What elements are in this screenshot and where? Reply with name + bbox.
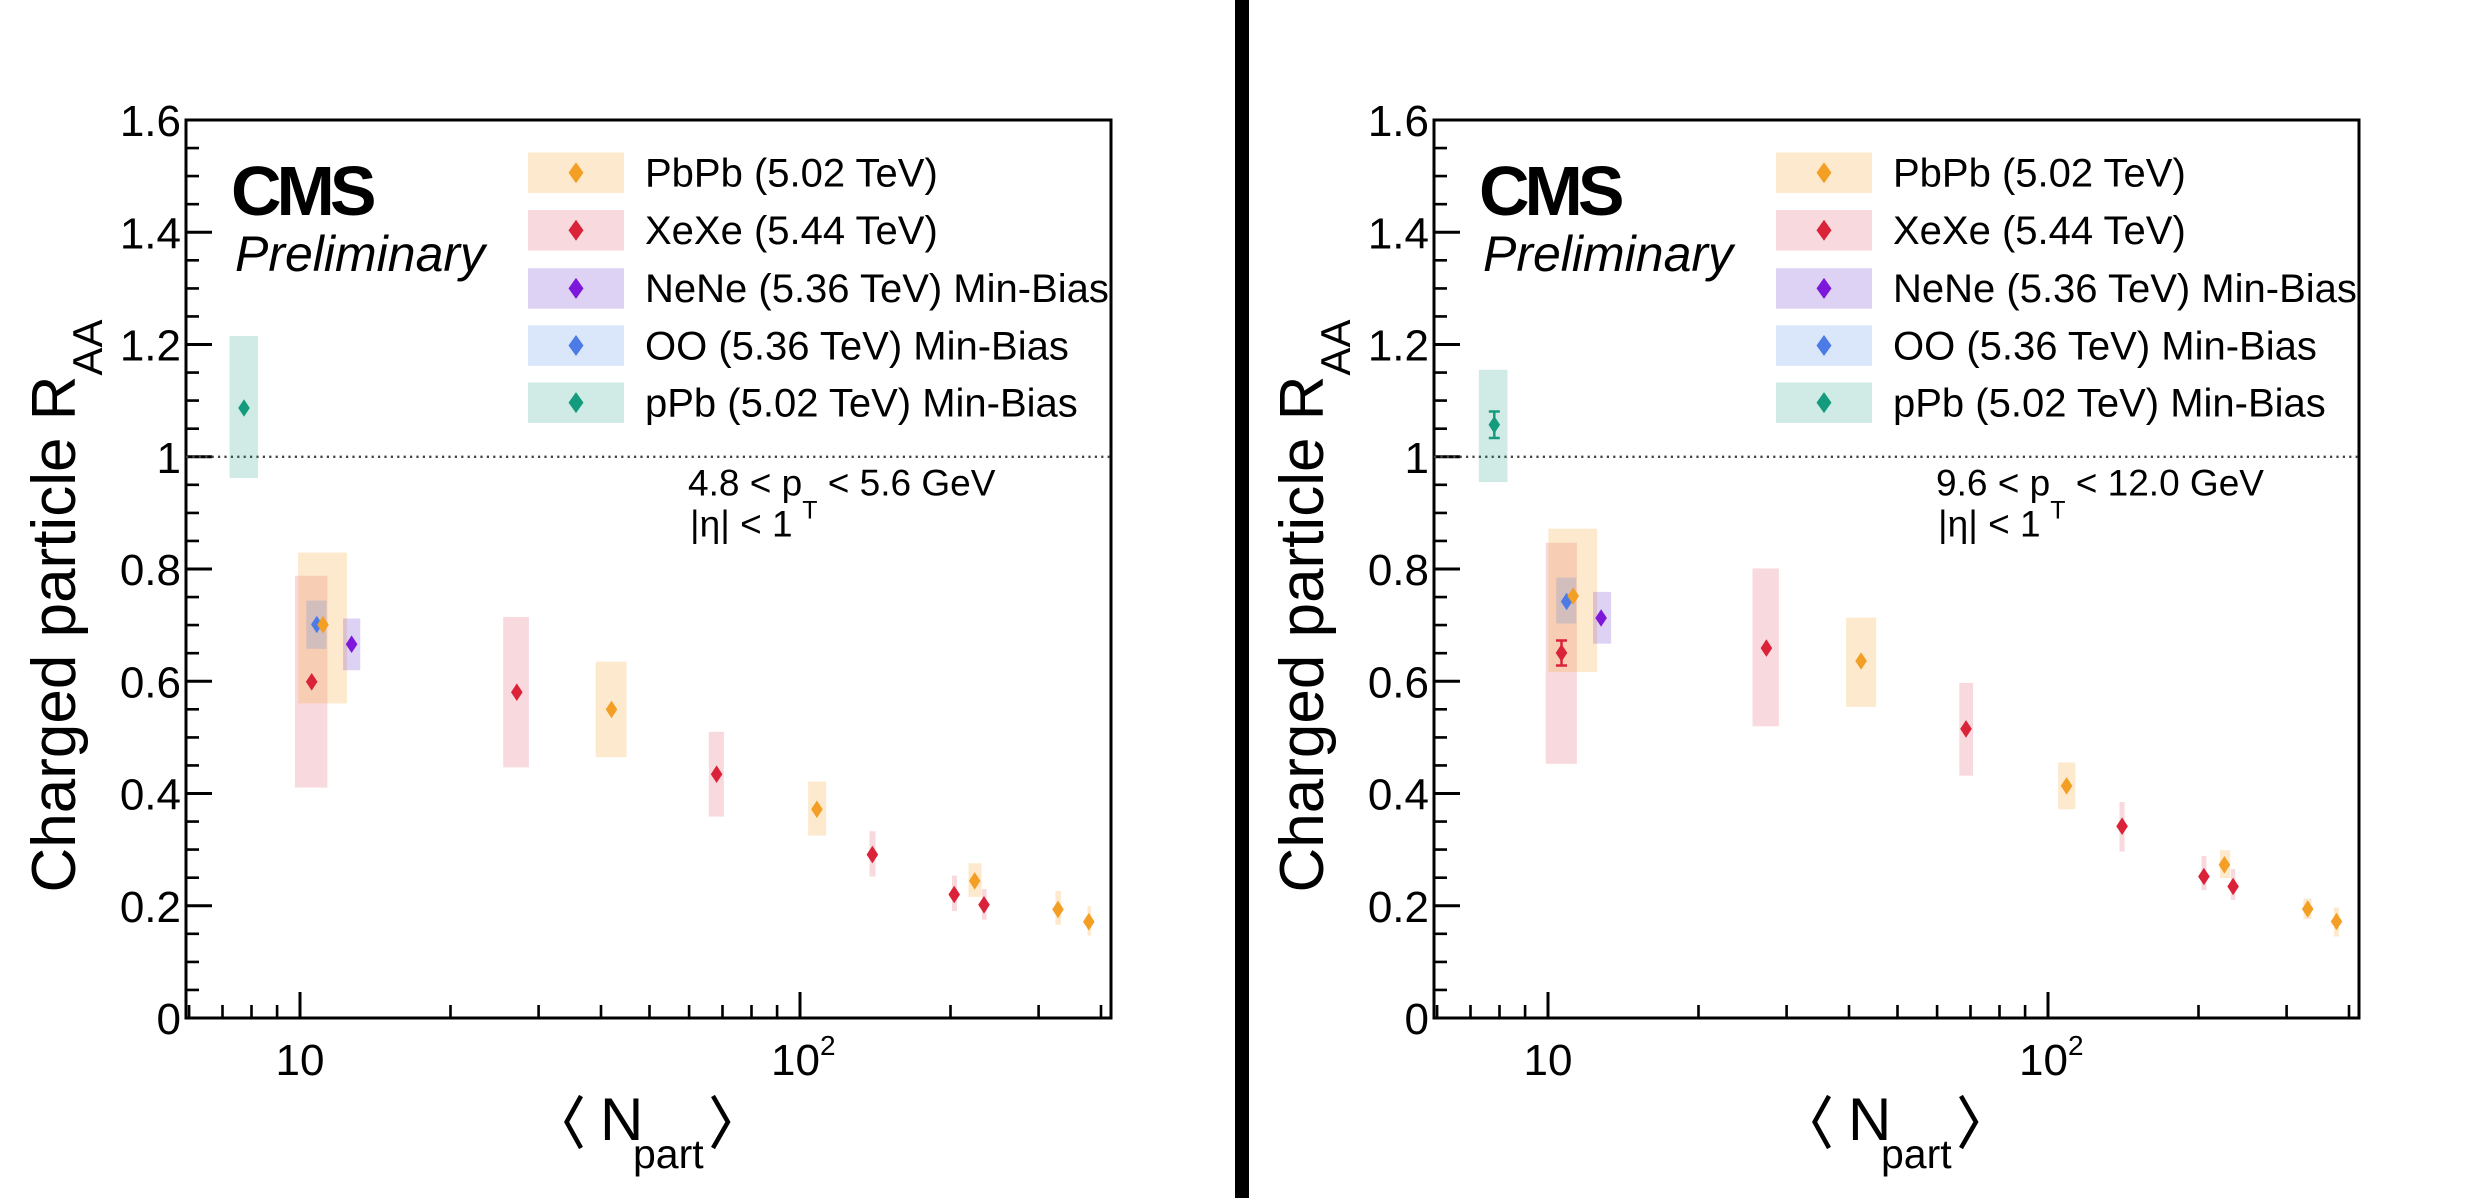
svg-text:0.8: 0.8	[120, 546, 181, 595]
svg-text:1.6: 1.6	[1368, 97, 1429, 146]
svg-text:1: 1	[1405, 434, 1429, 483]
svg-text:102: 102	[2019, 1030, 2084, 1085]
svg-text:|η| < 1: |η| < 1	[690, 504, 793, 545]
svg-text:XeXe (5.44 TeV): XeXe (5.44 TeV)	[645, 209, 938, 253]
svg-text:1.4: 1.4	[120, 209, 181, 258]
svg-text:1.2: 1.2	[1368, 322, 1429, 371]
svg-text:OO (5.36 TeV) Min-Bias: OO (5.36 TeV) Min-Bias	[1893, 324, 2317, 368]
svg-text:0.6: 0.6	[120, 659, 181, 708]
svg-text:CMS: CMS	[1479, 152, 1622, 230]
svg-text:PbPb (5.02 TeV): PbPb (5.02 TeV)	[645, 152, 938, 196]
svg-text:0: 0	[157, 995, 181, 1044]
svg-text:pPb (5.02 TeV) Min-Bias: pPb (5.02 TeV) Min-Bias	[645, 381, 1078, 425]
svg-text:CMS: CMS	[231, 152, 374, 230]
svg-text:0.8: 0.8	[1368, 546, 1429, 595]
svg-text:1.6: 1.6	[120, 97, 181, 146]
svg-text:0.2: 0.2	[120, 883, 181, 932]
svg-text:0.2: 0.2	[1368, 883, 1429, 932]
svg-text:1.4: 1.4	[1368, 209, 1429, 258]
svg-text:0.4: 0.4	[120, 771, 181, 820]
svg-text:0: 0	[1405, 995, 1429, 1044]
svg-text:102: 102	[771, 1030, 836, 1085]
svg-text:1: 1	[157, 434, 181, 483]
svg-text:NeNe (5.36 TeV) Min-Bias: NeNe (5.36 TeV) Min-Bias	[1893, 267, 2357, 311]
svg-text:1.2: 1.2	[120, 322, 181, 371]
svg-text:NeNe (5.36 TeV) Min-Bias: NeNe (5.36 TeV) Min-Bias	[645, 267, 1109, 311]
svg-text:0.6: 0.6	[1368, 659, 1429, 708]
svg-text:N: N	[1848, 1086, 1891, 1153]
svg-text:Preliminary: Preliminary	[1483, 226, 1736, 282]
svg-text:Preliminary: Preliminary	[235, 226, 488, 282]
svg-text:N: N	[600, 1086, 643, 1153]
svg-text:0.4: 0.4	[1368, 771, 1429, 820]
svg-text:pPb (5.02 TeV) Min-Bias: pPb (5.02 TeV) Min-Bias	[1893, 381, 2326, 425]
svg-text:PbPb (5.02 TeV): PbPb (5.02 TeV)	[1893, 152, 2186, 196]
svg-text:10: 10	[276, 1036, 325, 1085]
svg-text:OO (5.36 TeV) Min-Bias: OO (5.36 TeV) Min-Bias	[645, 324, 1069, 368]
svg-text:part: part	[633, 1131, 704, 1177]
svg-text:10: 10	[1524, 1036, 1573, 1085]
svg-text:|η| < 1: |η| < 1	[1938, 504, 2041, 545]
svg-text:part: part	[1881, 1131, 1952, 1177]
svg-text:XeXe (5.44 TeV): XeXe (5.44 TeV)	[1893, 209, 2186, 253]
